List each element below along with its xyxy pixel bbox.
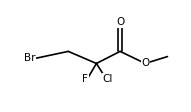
- Text: O: O: [116, 17, 124, 27]
- Text: O: O: [141, 58, 149, 68]
- Text: F: F: [82, 74, 88, 84]
- Text: Cl: Cl: [102, 74, 113, 84]
- Text: Br: Br: [24, 53, 36, 63]
